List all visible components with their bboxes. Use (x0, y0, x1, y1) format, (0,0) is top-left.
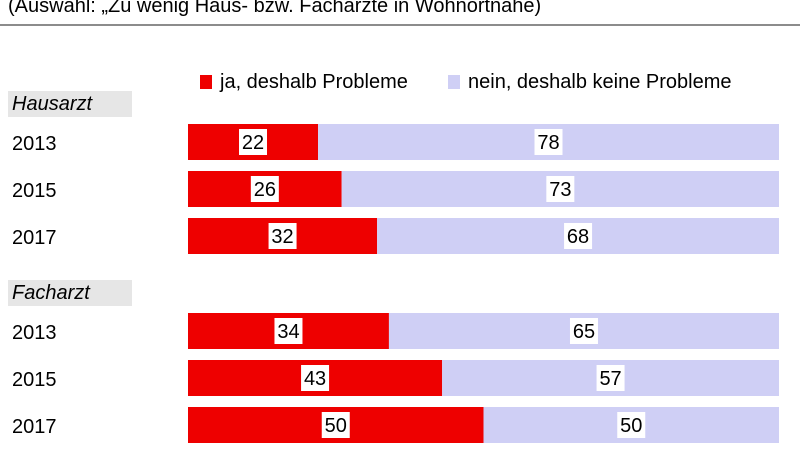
divider-line (0, 24, 800, 26)
year-label-hausarzt-2013: 2013 (12, 133, 57, 155)
data-label-yes-facharzt-2017-box (321, 412, 350, 438)
data-label-no-facharzt-2013: 65 (573, 321, 595, 343)
group-label-facharzt: Facharzt (8, 280, 132, 306)
data-label-no-hausarzt-2013-box (534, 129, 563, 155)
chart-subtitle: (Auswahl: „Zu wenig Haus- bzw. Fachärzte… (8, 0, 542, 17)
data-label-yes-facharzt-2013: 34 (277, 321, 299, 343)
data-label-yes-facharzt-2015: 43 (304, 368, 326, 390)
year-label-hausarzt-2015: 2015 (12, 180, 57, 202)
year-label-hausarzt-2017: 2017 (12, 227, 57, 249)
data-label-no-facharzt-2017: 50 (620, 415, 642, 437)
legend-swatch-no (448, 75, 460, 89)
data-label-no-facharzt-2017-box (617, 412, 646, 438)
legend-swatch-yes (200, 75, 212, 89)
legend-label-yes: ja, deshalb Probleme (220, 71, 408, 93)
data-label-no-hausarzt-2015: 73 (549, 179, 571, 201)
data-label-no-hausarzt-2017-box (564, 223, 593, 249)
data-label-yes-hausarzt-2017-box (268, 223, 297, 249)
data-label-no-facharzt-2015: 57 (599, 368, 621, 390)
data-label-no-hausarzt-2013: 78 (537, 132, 559, 154)
data-label-yes-hausarzt-2017: 32 (271, 226, 293, 248)
data-label-yes-facharzt-2017: 50 (325, 415, 347, 437)
data-label-no-facharzt-2013-box (569, 318, 598, 344)
data-label-yes-hausarzt-2013-box (239, 129, 268, 155)
data-label-yes-hausarzt-2015-box (250, 176, 279, 202)
data-label-yes-facharzt-2015-box (301, 365, 330, 391)
data-label-yes-hausarzt-2013: 22 (242, 132, 264, 154)
year-label-facharzt-2017: 2017 (12, 416, 57, 438)
data-label-no-facharzt-2015-box (596, 365, 625, 391)
data-label-yes-facharzt-2013-box (274, 318, 303, 344)
data-label-no-hausarzt-2017: 68 (567, 226, 589, 248)
legend-label-no: nein, deshalb keine Probleme (468, 71, 732, 93)
group-label-hausarzt: Hausarzt (8, 91, 132, 117)
data-label-no-hausarzt-2015-box (546, 176, 575, 202)
year-label-facharzt-2015: 2015 (12, 369, 57, 391)
data-label-yes-hausarzt-2015: 26 (254, 179, 276, 201)
year-label-facharzt-2013: 2013 (12, 322, 57, 344)
